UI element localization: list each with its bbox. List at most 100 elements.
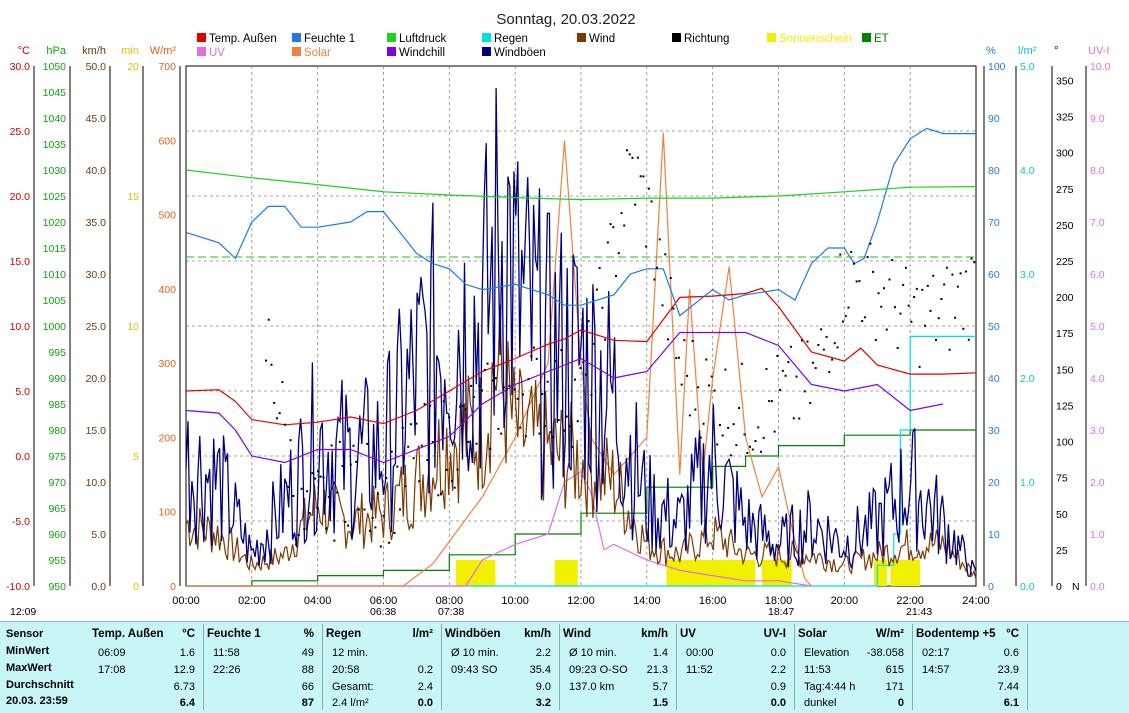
cell-value: 0.0 xyxy=(770,647,786,659)
direction-point xyxy=(377,492,380,495)
direction-point xyxy=(486,362,489,365)
left-axis-tick: 10.0 xyxy=(10,321,31,333)
direction-point xyxy=(721,434,724,437)
left-axis-tick: 1010 xyxy=(43,269,67,281)
x-tick-label: 16:00 xyxy=(699,595,727,607)
right-axis-tick: 5.0 xyxy=(1090,321,1105,333)
direction-point xyxy=(798,417,801,420)
direction-point xyxy=(295,543,298,546)
left-axis-tick: 0.0 xyxy=(15,451,30,463)
direction-point xyxy=(382,514,385,517)
direction-point xyxy=(303,528,306,531)
direction-point xyxy=(292,494,295,497)
direction-point xyxy=(420,444,423,447)
direction-point xyxy=(552,436,555,439)
cell-value: 5.7 xyxy=(652,681,668,693)
left-axis-tick: -10.0 xyxy=(6,581,30,593)
summary-table: Sensor MinWert MaxWert Durchschnitt 20.03. 2… xyxy=(0,621,1129,713)
series-line-windb-en xyxy=(185,87,977,578)
direction-point xyxy=(858,280,861,283)
direction-point xyxy=(319,475,322,478)
direction-point xyxy=(273,401,276,404)
direction-point xyxy=(491,379,494,382)
direction-point xyxy=(297,533,300,536)
direction-point xyxy=(831,358,834,361)
direction-point xyxy=(915,287,918,290)
direction-point xyxy=(574,378,577,381)
cell-value: 0 xyxy=(897,697,904,709)
direction-point xyxy=(877,292,880,295)
direction-point xyxy=(415,422,418,425)
direction-point xyxy=(513,388,516,391)
legend-label: Richtung xyxy=(684,33,729,45)
left-axis-tick: 970 xyxy=(48,477,66,489)
direction-point xyxy=(606,241,609,244)
direction-point xyxy=(316,470,319,473)
left-axis-tick: 20.0 xyxy=(86,373,107,385)
left-axis-tick: 1025 xyxy=(43,191,67,203)
left-axis-tick: 1050 xyxy=(43,61,67,73)
direction-point xyxy=(623,224,626,227)
direction-point xyxy=(918,365,921,368)
right-axis-unit: l/m² xyxy=(1018,45,1037,57)
direction-point xyxy=(729,454,732,457)
direction-point xyxy=(481,389,484,392)
column-unit: W/m² xyxy=(875,628,904,640)
cell-value: 0.9 xyxy=(770,681,786,693)
cell-label: 14:57 xyxy=(922,664,950,676)
cell-value: 88 xyxy=(301,664,314,676)
direction-point xyxy=(349,463,352,466)
cell-value: 2.2 xyxy=(770,664,786,676)
direction-point xyxy=(560,349,563,352)
row-label: Durchschnitt xyxy=(6,679,74,691)
table-column: Solar W/m² Elevation -38.058 11:53 615 Tag:4:4… xyxy=(794,624,913,710)
direction-point xyxy=(814,367,817,370)
column-title: Temp. Außen xyxy=(92,628,164,640)
left-axis-tick: 995 xyxy=(48,347,66,359)
cell-value: 6.1 xyxy=(1003,697,1019,709)
left-axis-tick: 20.0 xyxy=(10,191,31,203)
left-axis-tick: 500 xyxy=(158,210,176,222)
direction-point xyxy=(762,436,765,439)
direction-point xyxy=(759,450,762,453)
direction-point xyxy=(959,272,962,275)
direction-point xyxy=(593,342,596,345)
direction-point xyxy=(962,327,965,330)
direction-point xyxy=(440,493,443,496)
direction-point xyxy=(951,273,954,276)
direction-point xyxy=(275,417,278,420)
series-line-solar xyxy=(186,132,812,587)
cell-label: 11:58 xyxy=(213,647,240,659)
direction-point xyxy=(631,156,634,159)
left-axis-tick: 700 xyxy=(158,61,176,73)
cell-label: 11:53 xyxy=(804,664,831,676)
left-axis-tick: 980 xyxy=(48,425,66,437)
sunshine-bar xyxy=(890,560,921,586)
direction-point xyxy=(500,432,503,435)
series-line-et xyxy=(186,429,976,587)
right-axis-tick: 70 xyxy=(988,217,1000,229)
right-axis-tick: 4.0 xyxy=(1090,373,1105,385)
direction-point xyxy=(943,283,946,286)
cell-label: Gesamt: xyxy=(332,681,374,693)
direction-point xyxy=(839,253,842,256)
direction-point xyxy=(522,393,525,396)
right-axis-tick: 3.0 xyxy=(1020,269,1035,281)
series-line-regen xyxy=(186,335,976,587)
sunshine-bar xyxy=(666,560,756,586)
direction-point xyxy=(538,432,541,435)
direction-point xyxy=(970,257,973,260)
direction-point xyxy=(341,464,344,467)
right-axis-tick: 100 xyxy=(988,61,1006,73)
direction-point xyxy=(508,384,511,387)
column-title: UV xyxy=(680,628,696,640)
direction-point xyxy=(470,384,473,387)
direction-point xyxy=(461,404,464,407)
direction-point xyxy=(333,539,336,542)
sunrise2-marker: 07:38 xyxy=(438,606,464,618)
direction-point xyxy=(541,392,544,395)
right-axis-tick: 1.0 xyxy=(1090,529,1105,541)
direction-point xyxy=(822,348,825,351)
direction-point xyxy=(464,408,467,411)
direction-point xyxy=(743,433,746,436)
